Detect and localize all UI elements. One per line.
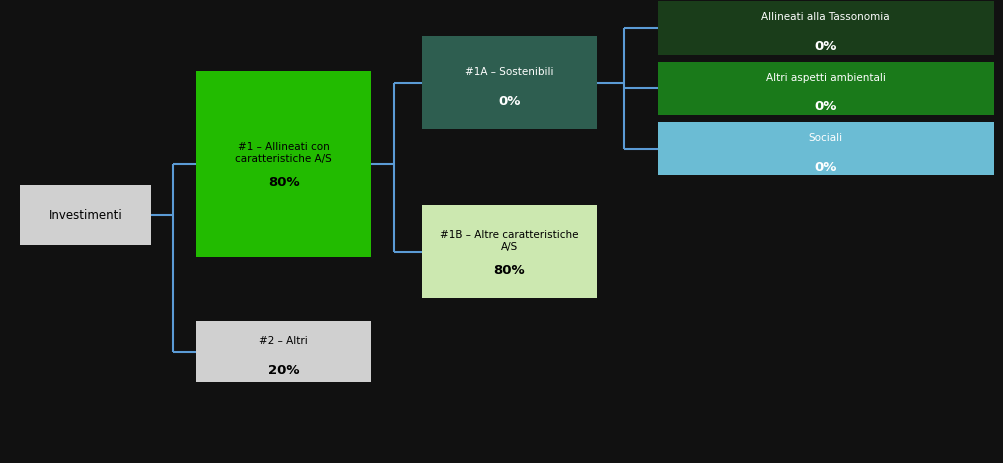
Text: Altri aspetti ambientali: Altri aspetti ambientali <box>765 73 885 82</box>
FancyBboxPatch shape <box>657 63 993 116</box>
FancyBboxPatch shape <box>657 123 993 176</box>
Text: 0%: 0% <box>813 160 837 174</box>
Text: 80%: 80% <box>493 263 525 276</box>
FancyBboxPatch shape <box>196 72 371 257</box>
FancyBboxPatch shape <box>20 185 150 245</box>
FancyBboxPatch shape <box>421 37 597 130</box>
Text: #2 – Altri: #2 – Altri <box>259 335 308 345</box>
Text: Allineati alla Tassonomia: Allineati alla Tassonomia <box>760 13 890 22</box>
Text: 0%: 0% <box>497 94 521 107</box>
Text: Sociali: Sociali <box>808 133 842 143</box>
FancyBboxPatch shape <box>421 206 597 299</box>
FancyBboxPatch shape <box>196 322 371 382</box>
Text: Investimenti: Investimenti <box>48 209 122 222</box>
Text: #1 – Allineati con
caratteristiche A/S: #1 – Allineati con caratteristiche A/S <box>235 142 332 163</box>
Text: 0%: 0% <box>813 100 837 113</box>
Text: #1B – Altre caratteristiche
A/S: #1B – Altre caratteristiche A/S <box>440 230 578 251</box>
Text: #1A – Sostenibili: #1A – Sostenibili <box>464 67 554 77</box>
FancyBboxPatch shape <box>657 2 993 56</box>
Text: 0%: 0% <box>813 40 837 53</box>
Text: 20%: 20% <box>268 363 299 376</box>
Text: 80%: 80% <box>268 175 299 188</box>
